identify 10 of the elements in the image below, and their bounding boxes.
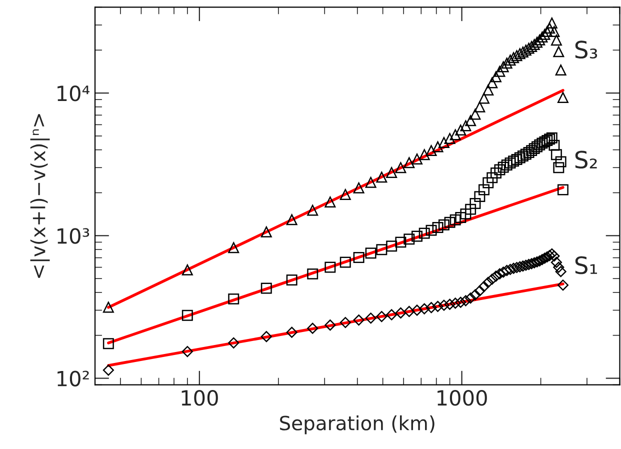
series-label: S₁ <box>575 256 597 274</box>
x-axis-title: Separation (km) <box>280 415 434 434</box>
x-tick-label: 100 <box>182 390 218 406</box>
x-tick-label: 1000 <box>438 390 487 406</box>
series-label: S₃ <box>575 40 598 59</box>
y-tick-label: 10² <box>58 370 89 386</box>
y-tick-label: 10⁴ <box>58 85 90 102</box>
series-label: S₂ <box>575 150 597 169</box>
y-tick-label: 10³ <box>58 228 90 244</box>
y-axis-title: <|v(x+l)−v(x)|ⁿ> <box>30 114 50 278</box>
